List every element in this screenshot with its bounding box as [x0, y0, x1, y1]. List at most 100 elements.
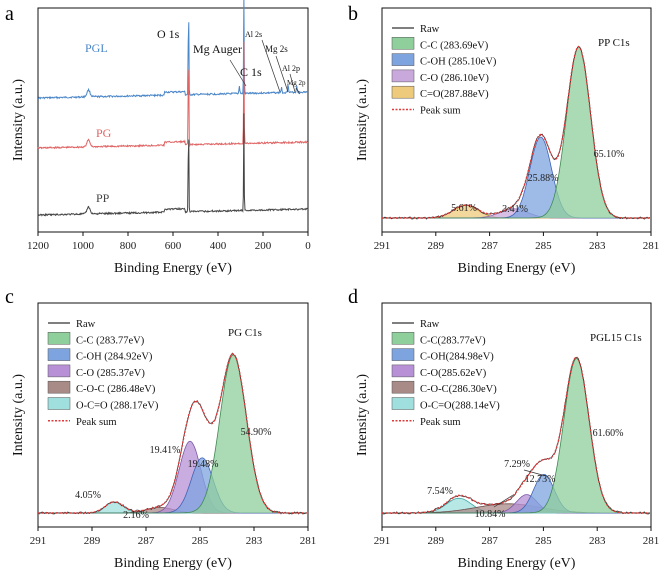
x-axis-label: Binding Energy (eV) — [458, 556, 576, 571]
x-tick-label: 289 — [428, 240, 445, 252]
panel-title: PG C1s — [228, 327, 262, 339]
x-tick-label: 287 — [138, 535, 155, 547]
panel-title: PP C1s — [598, 37, 630, 49]
y-axis-label: Intensity (a.u.) — [11, 79, 26, 161]
series-label-pgl: PGL — [85, 41, 108, 55]
peak-annotation: Mg 2p — [287, 79, 306, 87]
peak-annotation: Mg 2s — [265, 44, 288, 54]
x-tick-label: 200 — [255, 240, 272, 252]
x-tick-label: 0 — [305, 240, 311, 252]
component-fill-o-c-o — [38, 502, 308, 513]
legend-label: Raw — [420, 24, 440, 35]
percent-label: 19.48% — [188, 459, 219, 470]
legend-label: Raw — [420, 319, 440, 330]
legend-label: C-O(285.62eV) — [420, 368, 487, 379]
x-tick-label: 285 — [535, 240, 552, 252]
legend-label: O-C=O(288.14eV) — [420, 401, 500, 412]
x-tick-label: 281 — [300, 535, 317, 547]
legend-label: C-C (283.77eV) — [76, 335, 145, 346]
x-axis-label: Binding Energy (eV) — [114, 556, 232, 571]
legend-label: Raw — [76, 319, 96, 330]
component-fill-c-o — [38, 441, 308, 513]
y-axis-label: Intensity (a.u.) — [355, 79, 370, 161]
series-label-pp: PP — [96, 191, 110, 205]
peak-annotation: Al 2p — [282, 64, 300, 73]
percent-label: 61.60% — [593, 428, 624, 439]
x-tick-label: 283 — [246, 535, 263, 547]
percent-label: 12.73% — [525, 474, 556, 485]
peak-annotation: O 1s — [157, 27, 180, 41]
percent-label: 65.10% — [594, 149, 625, 160]
panel-label: c — [5, 286, 14, 308]
legend-label: C-OH(284.98eV) — [420, 352, 494, 363]
peak-annotation: C 1s — [240, 65, 262, 79]
x-tick-label: 285 — [192, 535, 209, 547]
panel-d: d 291 289 287 285 283 281 Binding Energy (eV) In… — [348, 286, 659, 571]
annotation-arrow — [261, 39, 281, 93]
panel-a: a 1200 1000 800 600 400 200 0 Binding Energy (eV… — [5, 0, 311, 276]
legend-swatch — [391, 397, 415, 410]
x-tick-label: 291 — [374, 240, 391, 252]
annotation-arrow — [275, 55, 289, 93]
percent-label: 5.61% — [451, 203, 477, 214]
component-fill-c-c — [382, 358, 651, 513]
legend-label: C-C (283.69eV) — [420, 40, 489, 51]
y-axis-label: Intensity (a.u.) — [11, 374, 26, 456]
plot-frame — [37, 302, 309, 528]
component-fill-o-c-o — [382, 498, 651, 513]
x-tick-label: 289 — [428, 535, 445, 547]
legend-swatch — [47, 380, 71, 394]
legend-label: Peak sum — [420, 417, 461, 428]
legend-swatch — [391, 37, 415, 50]
plot-frame — [381, 302, 652, 528]
legend-label: C-OH (284.92eV) — [76, 352, 153, 363]
legend-label: C=O(287.88eV) — [420, 89, 489, 100]
panel-label: b — [348, 3, 358, 25]
x-tick-label: 800 — [120, 240, 137, 252]
percent-pointer — [493, 494, 514, 508]
legend-label: O-C=O (288.17eV) — [76, 401, 159, 412]
panel-b: b 291 289 287 285 283 281 Binding Energy (eV) In… — [348, 3, 659, 276]
panel-c: c 291 289 287 285 283 281 Binding Energy (eV) In… — [5, 286, 316, 571]
percent-label: 10.84% — [475, 509, 506, 520]
legend-swatch — [391, 380, 415, 394]
x-tick-label: 1200 — [27, 240, 50, 252]
legend-label: Peak sum — [420, 106, 461, 117]
percent-label: 25.88% — [528, 173, 559, 184]
x-tick-label: 600 — [165, 240, 182, 252]
x-tick-label: 291 — [374, 535, 391, 547]
panel-label: d — [348, 286, 358, 308]
legend-swatch — [47, 397, 71, 410]
x-tick-label: 289 — [84, 535, 101, 547]
legend-swatch — [391, 348, 415, 361]
series-label-pg: PG — [96, 126, 112, 140]
legend-label: C-O (286.10eV) — [420, 73, 489, 84]
plot-frame — [37, 7, 309, 233]
x-tick-label: 283 — [589, 240, 606, 252]
peak-sum-line — [382, 356, 650, 514]
annotation-arrow — [229, 59, 247, 87]
legend-label: C-O-C (286.48eV) — [76, 384, 156, 395]
component-fill-c-c — [382, 46, 651, 219]
legend-swatch — [391, 69, 415, 83]
percent-label: 7.29% — [504, 459, 530, 470]
x-tick-label: 1000 — [72, 240, 95, 252]
legend-label: Peak sum — [76, 417, 117, 428]
percent-label: 4.05% — [75, 490, 101, 501]
legend-swatch — [47, 364, 71, 378]
peak-annotation: Mg Auger — [193, 42, 242, 56]
x-tick-label: 287 — [481, 240, 498, 252]
percent-label: 3.41% — [502, 204, 528, 215]
x-tick-label: 283 — [589, 535, 606, 547]
x-tick-label: 287 — [481, 535, 498, 547]
percent-pointer — [523, 469, 547, 477]
raw-spectrum — [37, 352, 307, 515]
component-fill-c-o — [382, 205, 651, 218]
plot-frame — [381, 7, 652, 233]
annotation-arrow — [289, 73, 296, 93]
x-tick-label: 400 — [210, 240, 227, 252]
x-tick-label: 281 — [643, 535, 660, 547]
annotation-arrow — [295, 87, 301, 95]
legend-label: C-C(283.77eV) — [420, 335, 486, 346]
component-fill-c-c — [38, 354, 308, 513]
